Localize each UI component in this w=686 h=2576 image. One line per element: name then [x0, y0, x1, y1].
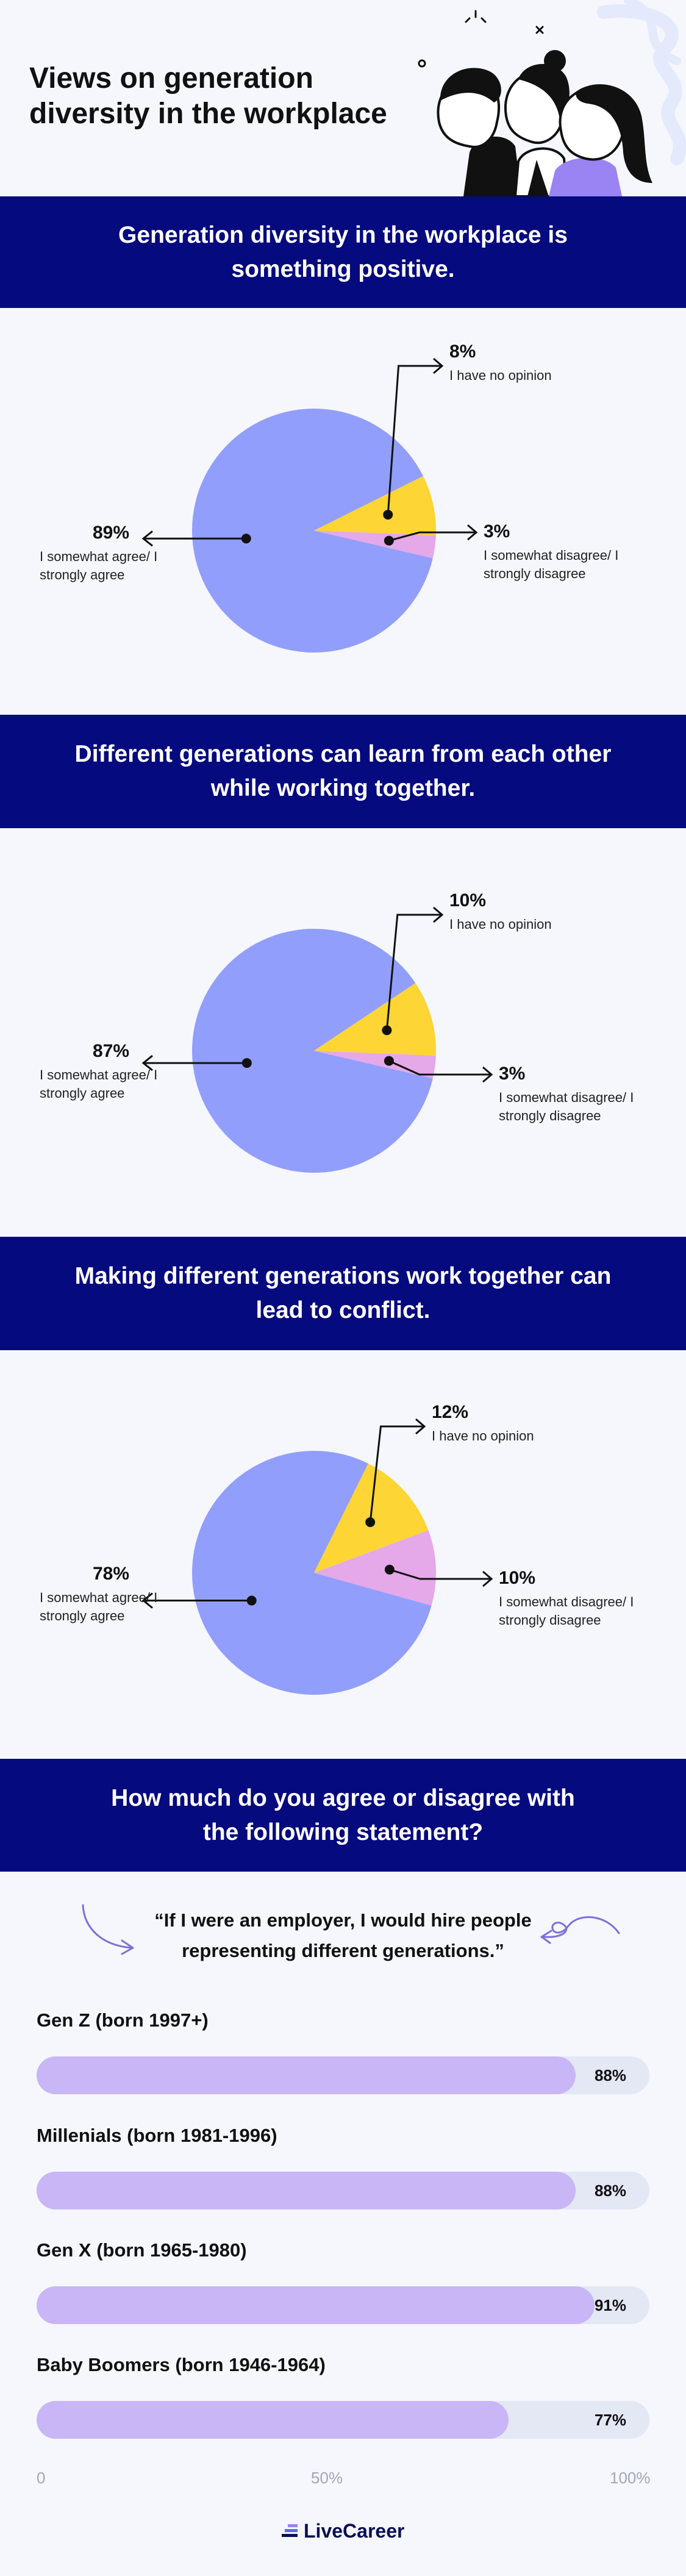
bar-gen-x: Gen X (born 1965-1980) 91%: [37, 2239, 649, 2325]
pie-slices-1: [191, 409, 436, 653]
section-banner-2: Different generations can learn from eac…: [0, 715, 686, 828]
page-title: Views on generation diversity in the wor…: [29, 62, 387, 130]
section-title-4: How much do you agree or disagree with t…: [111, 1784, 575, 1845]
bar-track-gen-z: 88%: [37, 2056, 649, 2094]
pie-svg-3: [141, 1418, 493, 1695]
pie-slices-2: [191, 929, 436, 1173]
bar-millenials: Millenials (born 1981-1996) 88%: [37, 2125, 649, 2210]
section-title-1: Generation diversity in the workplace is…: [118, 221, 568, 282]
livecareer-logo-icon: [282, 2524, 298, 2537]
pie-2-leader-disagree: [388, 1060, 493, 1083]
section-banner-4: How much do you agree or disagree with t…: [0, 1759, 686, 1872]
bar-track-baby-boomers: 77%: [37, 2401, 649, 2439]
pie-chart-2: 87% I somewhat agree/ I strongly agree 1…: [0, 828, 686, 1237]
pie-1-disagree-label: I somewhat disagree/ I strongly disagree: [484, 548, 619, 581]
section-banner-1: Generation diversity in the workplace is…: [0, 196, 686, 308]
curved-arrow-left-icon: [82, 1904, 134, 1955]
bar-label-gen-x: Gen X (born 1965-1980): [37, 2239, 247, 2261]
pie-3-dot-disagree: [384, 1564, 395, 1575]
pie-3-slice-disagree: [314, 1530, 436, 1606]
pie-2-no-opinion-value: 10%: [449, 890, 487, 911]
brand-logo: LiveCareer: [282, 2519, 404, 2543]
brand-name: LiveCareer: [304, 2519, 405, 2542]
bar-gen-z: Gen Z (born 1997+) 88%: [37, 2009, 649, 2095]
pie-2-slice-agree: [191, 929, 433, 1173]
pie-3-leader-agree: [141, 1592, 252, 1609]
pie-1-slice-agree: [191, 409, 433, 653]
bar-baby-boomers: Baby Boomers (born 1946-1964) 77%: [37, 2354, 649, 2439]
x-tick-50: 50%: [311, 2469, 343, 2487]
bar-fill-millenials: [37, 2172, 576, 2209]
pie-2-leader-agree: [141, 1054, 247, 1072]
people-illustration-icon: [418, 0, 686, 196]
bar-value-gen-x: 91%: [594, 2296, 626, 2314]
pie-2-leader-no-opinion: [385, 906, 444, 1031]
pie-3-disagree-value: 10%: [499, 1568, 536, 1588]
bar-label-gen-z: Gen Z (born 1997+): [37, 2009, 209, 2031]
pie-2-slice-disagree: [314, 1051, 436, 1079]
survey-statement: “If I were an employer, I would hire peo…: [154, 1909, 532, 1961]
pie-3-no-opinion-value: 12%: [432, 1402, 469, 1422]
pie-chart-1: 89% I somewhat agree/ I strongly agree 8…: [0, 308, 686, 715]
bar-fill-baby-boomers: [37, 2401, 509, 2439]
bar-value-baby-boomers: 77%: [594, 2411, 626, 2429]
bar-label-millenials: Millenials (born 1981-1996): [37, 2125, 277, 2146]
x-tick-0: 0: [37, 2469, 46, 2487]
curved-arrow-right-icon: [540, 1916, 620, 1944]
pie-1-slice-disagree: [314, 531, 436, 559]
bar-value-gen-z: 88%: [594, 2066, 626, 2084]
bar-value-millenials: 88%: [594, 2181, 626, 2200]
pie-svg-2: [141, 906, 493, 1173]
section-title-3: Making different generations work togeth…: [74, 1263, 612, 1323]
pie-leaders-2: [141, 906, 493, 1083]
pie-3-no-opinion-label: I have no opinion: [432, 1428, 534, 1444]
bar-fill-gen-x: [37, 2286, 595, 2324]
pie-1-leader-no-opinion: [387, 357, 444, 515]
x-tick-100: 100%: [610, 2469, 651, 2487]
pie-2-agree-label: I somewhat agree/ I strongly agree: [40, 1067, 158, 1101]
pie-1-dot-disagree: [384, 535, 394, 546]
pie-1-no-opinion-label: I have no opinion: [449, 368, 552, 383]
pie-2-agree-value: 87%: [93, 1041, 130, 1061]
pie-1-disagree-value: 3%: [484, 521, 510, 542]
section-title-2: Different generations can learn from eac…: [74, 741, 612, 801]
bar-track-gen-x: 91%: [37, 2286, 649, 2324]
section-banner-3: Making different generations work togeth…: [0, 1237, 686, 1350]
pie-1-slice-no-opinion: [314, 476, 436, 535]
pie-2-disagree-label: I somewhat disagree/ I strongly disagree: [499, 1090, 634, 1123]
bar-label-baby-boomers: Baby Boomers (born 1946-1964): [37, 2354, 326, 2375]
pie-chart-3: 78% I somewhat agree/ I strongly agree 1…: [0, 1350, 686, 1759]
pie-2-slice-no-opinion: [314, 982, 436, 1056]
pie-2-no-opinion-label: I have no opinion: [449, 917, 552, 932]
pie-3-agree-value: 78%: [93, 1564, 130, 1584]
pie-3-disagree-label: I somewhat disagree/ I strongly disagree: [499, 1594, 634, 1628]
pie-slices-3: [191, 1451, 436, 1695]
pie-svg-1: [141, 357, 478, 653]
pie-1-leader-agree: [141, 530, 246, 547]
pie-1-agree-label: I somewhat agree/ I strongly agree: [40, 549, 158, 582]
pie-2-disagree-value: 3%: [499, 1064, 526, 1084]
bar-track-millenials: 88%: [37, 2172, 649, 2209]
pie-3-leader-disagree: [389, 1569, 493, 1587]
pie-leaders-1: [141, 357, 478, 547]
pie-1-no-opinion-value: 8%: [449, 342, 476, 362]
pie-3-slice-agree: [191, 1451, 432, 1695]
pie-1-agree-value: 89%: [93, 523, 130, 543]
header: Views on generation diversity in the wor…: [0, 0, 686, 196]
pie-3-agree-label: I somewhat agree/ I strongly agree: [40, 1590, 158, 1623]
pie-leaders-3: [141, 1418, 493, 1609]
bar-fill-gen-z: [37, 2056, 576, 2094]
pie-3-dot-no-opinion: [365, 1517, 376, 1528]
pie-1-leader-disagree: [388, 524, 478, 542]
pie-3-leader-no-opinion: [369, 1418, 426, 1523]
